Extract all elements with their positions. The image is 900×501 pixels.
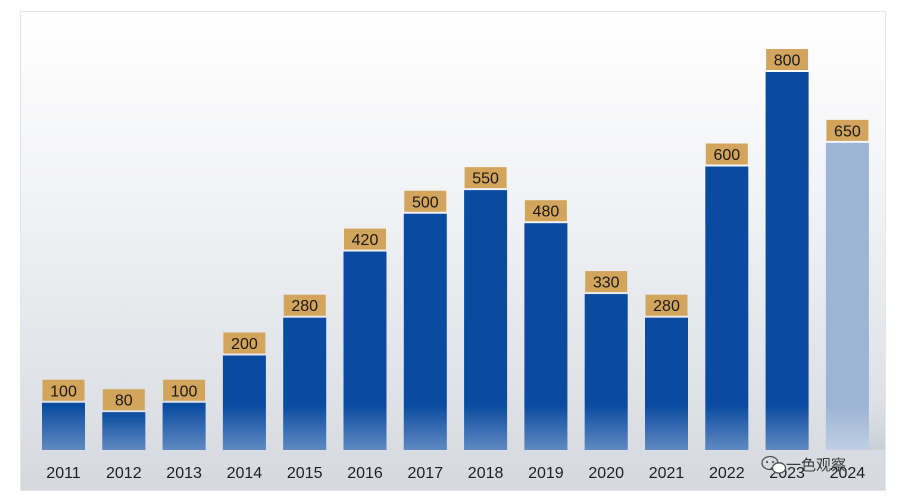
data-label-2020: 330 — [593, 275, 620, 292]
wechat-icon — [761, 455, 787, 474]
data-label-2012: 80 — [115, 393, 133, 410]
x-tick-label-2015: 2015 — [287, 465, 323, 482]
bar-fade-2018 — [464, 405, 508, 450]
x-tick-label-2011: 2011 — [46, 465, 81, 482]
bar-fade-2016 — [343, 405, 387, 450]
data-label-2014: 200 — [231, 336, 258, 353]
bar-2022 — [705, 166, 749, 450]
x-tick-label-2024: 2024 — [830, 465, 866, 482]
data-label-2019: 480 — [533, 204, 560, 221]
data-label-box-2017 — [404, 190, 447, 212]
x-tick-label-2022: 2022 — [709, 465, 745, 482]
data-label-2013: 100 — [171, 383, 198, 400]
bar-fade-2022 — [705, 405, 749, 450]
bar-fade-2021 — [645, 405, 688, 450]
x-tick-label-2018: 2018 — [468, 465, 504, 482]
data-label-box-2011 — [42, 379, 85, 401]
bar-fade-2020 — [584, 405, 628, 450]
data-label-2018: 550 — [472, 171, 499, 188]
data-label-2015: 280 — [291, 298, 318, 315]
data-label-box-2016 — [344, 228, 386, 250]
bar-fade-2015 — [283, 405, 327, 450]
x-tick-label-2021: 2021 — [649, 465, 685, 482]
data-label-2023: 800 — [774, 53, 801, 70]
data-label-2021: 280 — [653, 298, 680, 315]
data-label-2024: 650 — [834, 123, 861, 140]
data-label-box-2024 — [826, 119, 869, 141]
bar-fade-2024 — [825, 405, 869, 450]
data-label-box-2022 — [705, 143, 748, 165]
data-label-2017: 500 — [412, 194, 439, 211]
x-tick-label-2014: 2014 — [227, 465, 263, 482]
bar-fade-2013 — [162, 405, 206, 450]
x-tick-label-2019: 2019 — [528, 465, 564, 482]
bar-fade-2023 — [765, 405, 809, 450]
data-label-box-2012 — [102, 389, 145, 411]
x-tick-label-2013: 2013 — [166, 465, 202, 482]
data-label-box-2023 — [766, 49, 809, 70]
data-label-box-2015 — [283, 294, 326, 316]
bar-2023 — [765, 72, 809, 450]
x-tick-label-2012: 2012 — [106, 465, 142, 482]
chart-frame — [20, 11, 886, 491]
x-tick-label-2020: 2020 — [588, 465, 624, 482]
bar-fade-2019 — [524, 405, 568, 450]
data-label-box-2020 — [585, 271, 628, 293]
x-tick-label-2016: 2016 — [347, 465, 383, 482]
data-label-2016: 420 — [352, 232, 379, 249]
bar-2024 — [825, 142, 869, 450]
data-label-box-2019 — [524, 200, 567, 222]
bar-fade-2014 — [222, 405, 266, 450]
data-label-box-2018 — [464, 167, 507, 189]
data-label-box-2013 — [163, 379, 206, 401]
bar-fade-2012 — [102, 412, 146, 450]
data-label-2011: 100 — [50, 383, 77, 400]
data-label-box-2021 — [645, 294, 688, 316]
watermark-text: 一色观察 — [786, 456, 846, 474]
x-tick-label-2017: 2017 — [408, 465, 444, 482]
watermark: 一色观察 — [761, 455, 846, 474]
bar-fade-2011 — [42, 405, 85, 450]
data-label-box-2014 — [223, 332, 266, 354]
data-label-2022: 600 — [713, 147, 740, 164]
bar-fade-2017 — [403, 405, 447, 450]
plot-background — [21, 12, 885, 490]
